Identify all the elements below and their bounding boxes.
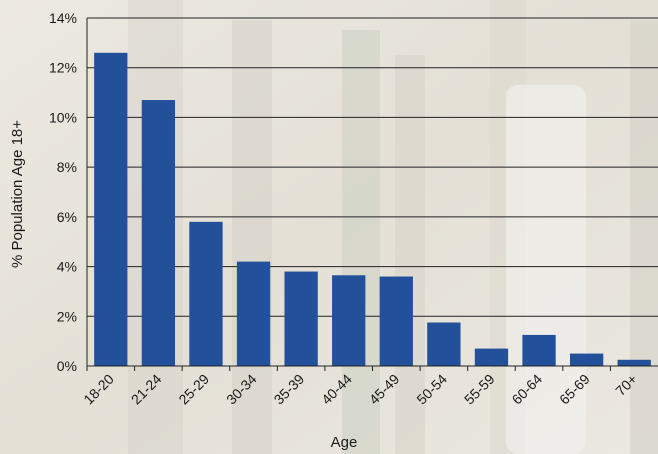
bar-40-44 [332, 275, 366, 366]
y-axis-title: % Population Age 18+ [9, 120, 26, 268]
y-tick-label: 10% [49, 109, 77, 125]
bar-55-59 [474, 348, 509, 366]
bar-30-34 [236, 261, 271, 366]
bar-35-39 [284, 271, 318, 366]
bar-50-54 [427, 322, 461, 366]
bar-18-20 [94, 52, 128, 367]
axes [86, 18, 658, 371]
bar-45-49 [379, 276, 413, 366]
y-tick-label: 6% [57, 209, 77, 225]
bar-21-24 [141, 100, 176, 367]
bars [94, 52, 651, 367]
y-tick-label: 0% [57, 358, 77, 374]
bar-60-64 [522, 334, 556, 366]
y-tick-label: 2% [57, 308, 77, 324]
bar-65-69 [569, 353, 604, 366]
x-axis-title: Age [331, 434, 358, 451]
y-tick-label: 4% [57, 259, 77, 275]
y-tick-label: 8% [57, 159, 77, 175]
y-tick-label: 14% [49, 10, 77, 26]
bar-25-29 [189, 221, 223, 366]
y-tick-labels: 0% 2% 4% 6% 8% 10% 12% 14% [49, 10, 77, 374]
bar-70+ [617, 359, 651, 366]
y-tick-label: 12% [49, 60, 77, 76]
